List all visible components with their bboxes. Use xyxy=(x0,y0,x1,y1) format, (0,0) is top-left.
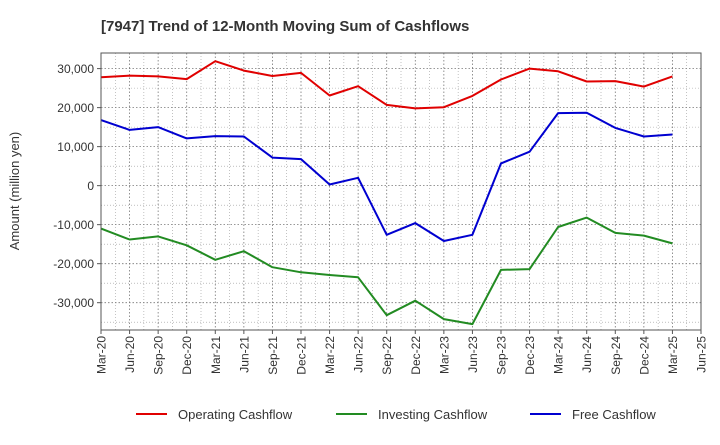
y-tick-label: 20,000 xyxy=(57,101,94,115)
x-tick-label: Sep-21 xyxy=(266,336,280,375)
x-tick-label: Sep-20 xyxy=(152,336,166,375)
x-tick-label: Jun-22 xyxy=(352,336,366,373)
x-tick-label: Mar-21 xyxy=(209,336,223,374)
x-tick-label: Dec-21 xyxy=(295,336,309,375)
x-tick-label: Mar-25 xyxy=(666,336,680,374)
y-tick-layer: 30,000 20,000 10,000 0 -10,000 -20,000 -30,000 xyxy=(53,62,101,310)
x-tick-label: Sep-22 xyxy=(380,336,394,375)
y-tick-label: 0 xyxy=(87,179,94,193)
x-tick-label: Sep-24 xyxy=(609,336,623,375)
x-tick-label: Dec-20 xyxy=(180,336,194,375)
legend: Operating Cashflow Investing Cashflow Free… xyxy=(136,407,656,422)
series-line-free-cashflow xyxy=(100,111,673,242)
y-tick-label: 10,000 xyxy=(57,140,94,154)
legend-label-operating-cashflow: Operating Cashflow xyxy=(178,407,293,422)
chart-title: [7947] Trend of 12-Month Moving Sum of C… xyxy=(101,18,469,35)
x-tick-label: Jun-20 xyxy=(123,336,137,373)
series-layer xyxy=(100,60,673,326)
y-axis-label: Amount (million yen) xyxy=(7,132,22,251)
y-tick-label: 30,000 xyxy=(57,62,94,76)
y-tick-label: -30,000 xyxy=(53,296,94,310)
x-tick-layer: Mar-20 Jun-20 Sep-20 Dec-20 Mar-21 Jun-21 Sep-… xyxy=(95,330,709,375)
y-tick-label: -10,000 xyxy=(53,218,94,232)
series-line-operating-cashflow xyxy=(100,60,673,110)
x-tick-label: Dec-22 xyxy=(409,336,423,375)
x-tick-label: Dec-24 xyxy=(637,336,651,375)
x-tick-label: Mar-24 xyxy=(552,336,566,374)
x-tick-label: Jun-24 xyxy=(580,336,594,373)
grid-layer xyxy=(100,53,702,330)
x-tick-label: Mar-20 xyxy=(95,336,109,374)
legend-label-investing-cashflow: Investing Cashflow xyxy=(378,407,488,422)
series-line-investing-cashflow xyxy=(100,216,673,326)
x-tick-label: Mar-23 xyxy=(437,336,451,374)
x-tick-label: Jun-25 xyxy=(695,336,709,373)
y-tick-label: -20,000 xyxy=(53,257,94,271)
x-tick-label: Sep-23 xyxy=(495,336,509,375)
x-tick-label: Jun-21 xyxy=(237,336,251,373)
x-tick-label: Dec-23 xyxy=(523,336,537,375)
plot-frame xyxy=(100,52,702,331)
legend-label-free-cashflow: Free Cashflow xyxy=(572,407,656,422)
x-tick-label: Jun-23 xyxy=(466,336,480,373)
x-tick-label: Mar-22 xyxy=(323,336,337,374)
